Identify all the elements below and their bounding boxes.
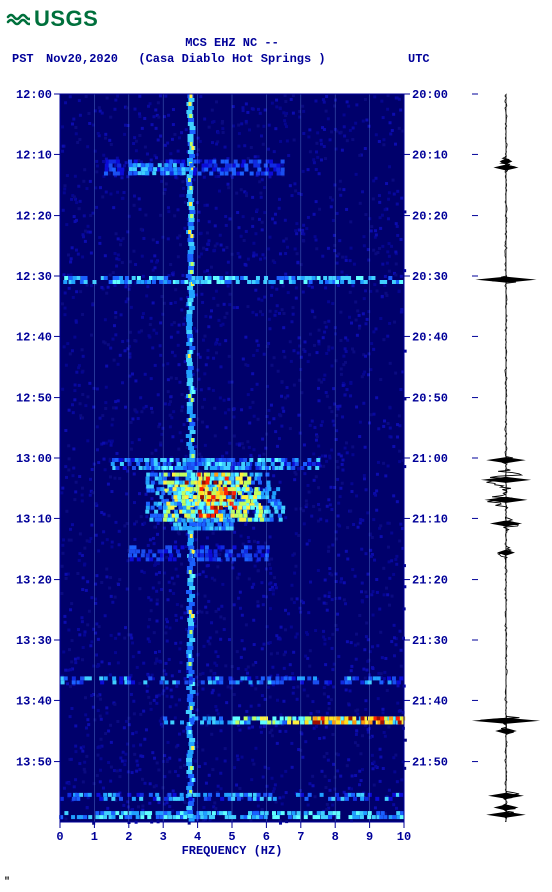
- svg-text:7: 7: [297, 830, 304, 844]
- svg-text:6: 6: [263, 830, 270, 844]
- svg-text:4: 4: [194, 830, 201, 844]
- svg-text:9: 9: [366, 830, 373, 844]
- svg-text:10: 10: [397, 830, 411, 844]
- svg-text:21:50: 21:50: [412, 756, 448, 770]
- svg-text:MCS EHZ NC --: MCS EHZ NC --: [185, 36, 279, 50]
- logo-text: USGS: [34, 6, 98, 32]
- svg-text:3: 3: [160, 830, 167, 844]
- svg-text:21:40: 21:40: [412, 694, 448, 708]
- usgs-logo: USGS: [6, 6, 98, 32]
- svg-text:13:40: 13:40: [16, 694, 52, 708]
- wave-icon: [6, 7, 30, 31]
- svg-text:8: 8: [332, 830, 339, 844]
- svg-text:13:50: 13:50: [16, 756, 52, 770]
- svg-text:FREQUENCY (HZ): FREQUENCY (HZ): [182, 844, 283, 858]
- svg-text:20:00: 20:00: [412, 88, 448, 102]
- svg-text:Nov20,2020: Nov20,2020: [46, 52, 118, 66]
- svg-text:2: 2: [125, 830, 132, 844]
- svg-text:12:30: 12:30: [16, 270, 52, 284]
- svg-text:12:50: 12:50: [16, 392, 52, 406]
- svg-text:12:10: 12:10: [16, 148, 52, 162]
- svg-text:PST: PST: [12, 52, 34, 66]
- svg-text:20:40: 20:40: [412, 330, 448, 344]
- svg-text:21:20: 21:20: [412, 574, 448, 588]
- svg-text:1: 1: [91, 830, 98, 844]
- svg-text:20:10: 20:10: [412, 148, 448, 162]
- svg-text:13:30: 13:30: [16, 634, 52, 648]
- spectrogram-chart: MCS EHZ NC -- PST Nov20,2020 (Casa Diablo H…: [4, 32, 548, 870]
- footnote: ": [4, 877, 10, 888]
- svg-text:0: 0: [56, 830, 63, 844]
- svg-text:21:00: 21:00: [412, 452, 448, 466]
- svg-text:5: 5: [228, 830, 235, 844]
- svg-text:12:40: 12:40: [16, 330, 52, 344]
- svg-text:13:10: 13:10: [16, 512, 52, 526]
- svg-text:12:00: 12:00: [16, 88, 52, 102]
- svg-text:(Casa Diablo Hot Springs ): (Casa Diablo Hot Springs ): [138, 52, 325, 66]
- svg-text:21:10: 21:10: [412, 512, 448, 526]
- svg-text:20:30: 20:30: [412, 270, 448, 284]
- svg-text:20:50: 20:50: [412, 392, 448, 406]
- svg-text:UTC: UTC: [408, 52, 430, 66]
- svg-text:13:20: 13:20: [16, 574, 52, 588]
- svg-text:13:00: 13:00: [16, 452, 52, 466]
- svg-text:20:20: 20:20: [412, 210, 448, 224]
- svg-text:12:20: 12:20: [16, 210, 52, 224]
- svg-text:21:30: 21:30: [412, 634, 448, 648]
